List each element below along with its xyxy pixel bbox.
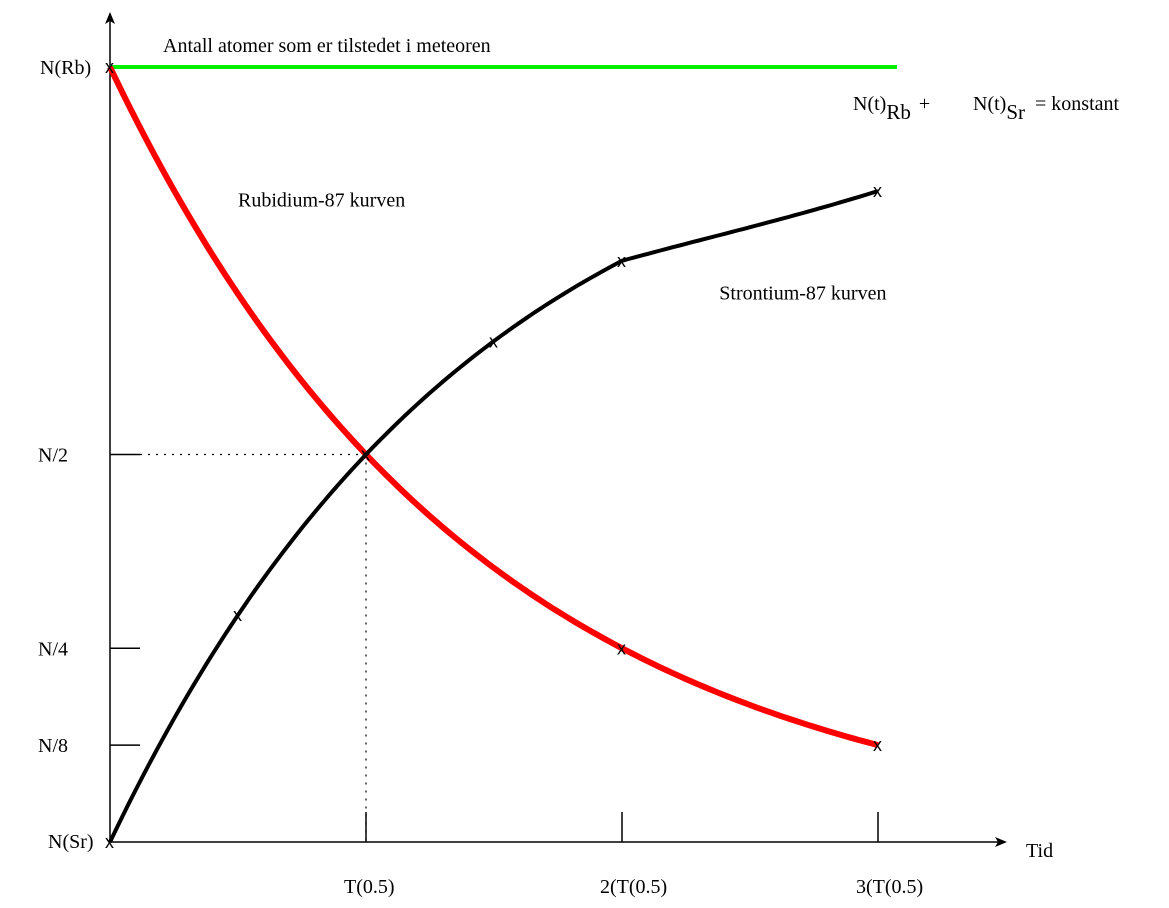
- tick-labels: T(0.5) 2(T(0.5) 3(T(0.5) N(Rb) N/2 N/4 N/8 N(Sr…: [38, 57, 923, 898]
- equation-sub1: Rb: [886, 100, 911, 124]
- y-tick-label: N(Rb): [40, 57, 91, 79]
- rubidium-marker: x: [873, 735, 882, 755]
- strontium-marker: x: [233, 605, 242, 625]
- strontium-marker: x: [489, 331, 498, 351]
- strontium-marker: x: [873, 181, 882, 201]
- equation-part2: N(t): [973, 93, 1006, 115]
- x-tick-label: T(0.5): [344, 876, 395, 898]
- strontium-marker: x: [617, 251, 626, 271]
- rubidium-curve-label: Rubidium-87 kurven: [238, 190, 405, 212]
- y-tick-label: N/4: [38, 638, 68, 660]
- strontium-marker: x: [361, 445, 370, 465]
- axes: [105, 12, 1007, 847]
- equation-sub2: Sr: [1006, 100, 1025, 124]
- strontium-curve: [108, 189, 879, 843]
- axis-ticks: [110, 66, 879, 842]
- x-axis-label: Tid: [1026, 840, 1053, 862]
- strontium-curve-label: Strontium-87 kurven: [719, 283, 886, 305]
- x-tick-label: 3(T(0.5): [856, 876, 923, 898]
- series-curves: [107, 65, 879, 843]
- strontium-marker: x: [105, 832, 114, 852]
- x-tick-label: 2(T(0.5): [600, 876, 667, 898]
- rubidium-marker: x: [617, 638, 626, 658]
- rubidium-curve: [107, 65, 879, 748]
- y-tick-label: N(Sr): [48, 831, 94, 853]
- equation-part1: N(t): [853, 93, 886, 115]
- rubidium-marker: x: [105, 57, 114, 77]
- y-tick-label: N/2: [38, 445, 68, 467]
- y-tick-label: N/8: [38, 735, 68, 757]
- equation-plus: +: [919, 93, 930, 115]
- rubidium-marker: x: [361, 445, 370, 465]
- top-label: Antall atomer som er tilstedet i meteore…: [163, 35, 491, 57]
- dotted-guides: [140, 453, 367, 842]
- equation-rest: = konstant: [1035, 93, 1119, 115]
- equation: N(t)Rb + N(t)Sr = konstant: [853, 93, 1120, 124]
